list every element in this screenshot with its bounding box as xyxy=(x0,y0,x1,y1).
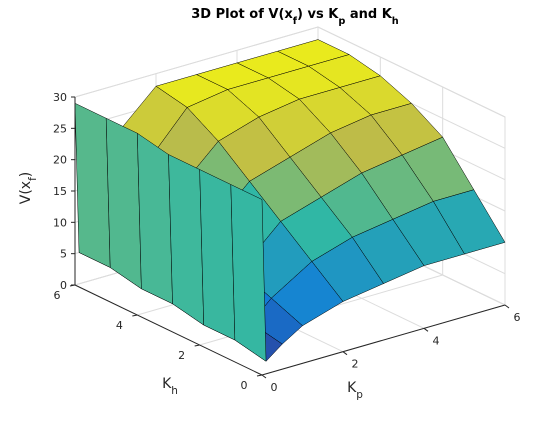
tick-mark xyxy=(423,327,429,332)
tick-mark xyxy=(256,374,263,377)
label-part: f xyxy=(293,16,298,27)
y-tick-label: 2 xyxy=(178,349,185,362)
tick-mark xyxy=(132,314,138,317)
z-tick-label: 30 xyxy=(53,91,67,104)
label-part: ) xyxy=(18,172,34,177)
label-part: h xyxy=(171,385,178,397)
x-tick-label: 2 xyxy=(352,358,359,371)
chart-title: 3D Plot of V(xf) vs Kp and Kh xyxy=(191,7,399,27)
label-part: V(x xyxy=(18,181,34,204)
z-tick-label: 15 xyxy=(53,185,67,198)
label-part: f xyxy=(27,177,39,181)
y-tick-label: 6 xyxy=(54,289,61,302)
grid-line xyxy=(74,26,319,98)
surface-patch xyxy=(105,117,142,290)
surface-patch xyxy=(168,154,204,326)
x-tick-label: 4 xyxy=(433,334,440,347)
x-tick-label: 6 xyxy=(514,311,521,324)
x-axis-label: Kp xyxy=(347,380,363,401)
z-tick-label: 25 xyxy=(53,122,67,135)
y-tick-label: 0 xyxy=(241,379,248,392)
label-part: K xyxy=(162,376,172,392)
surface xyxy=(74,39,506,362)
z-tick-label: 5 xyxy=(60,248,67,261)
label-part: and K xyxy=(345,7,392,22)
z-tick-label: 10 xyxy=(53,216,67,229)
y-tick-label: 4 xyxy=(116,319,123,332)
label-part: ) vs K xyxy=(297,7,339,22)
z-axis-label: V(xf) xyxy=(18,172,39,205)
grid-line xyxy=(317,26,506,118)
z-tick-label: 0 xyxy=(60,279,67,292)
x-tick-label: 0 xyxy=(271,381,278,394)
surface-patch xyxy=(230,184,267,362)
z-tick-label: 20 xyxy=(53,154,67,167)
label-part: 3D Plot of V(x xyxy=(191,7,293,22)
tick-mark xyxy=(69,284,76,287)
tick-mark xyxy=(504,304,510,309)
label-part: p xyxy=(356,389,363,401)
surface-patch xyxy=(199,169,236,341)
tick-mark xyxy=(342,351,348,356)
label-part: K xyxy=(347,380,357,396)
tick-mark xyxy=(261,374,267,379)
surface-patch xyxy=(137,132,173,305)
axis-line xyxy=(74,284,263,376)
label-part: p xyxy=(338,16,345,27)
label-part: h xyxy=(392,16,399,27)
surface-patch xyxy=(74,102,111,268)
axis-line xyxy=(261,304,506,376)
y-axis-label: Kh xyxy=(162,376,178,397)
tick-mark xyxy=(194,344,200,347)
